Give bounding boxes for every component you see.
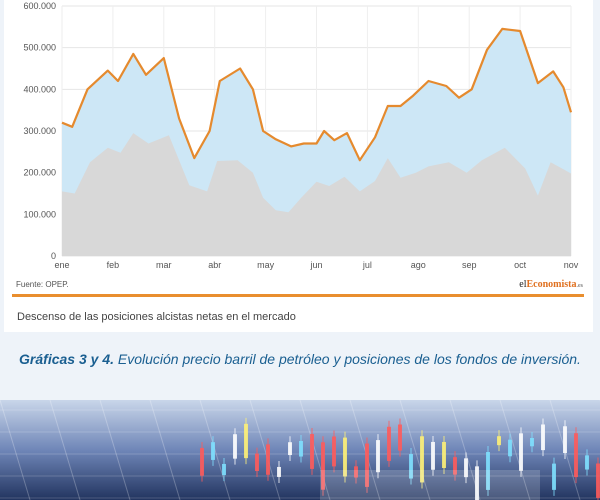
x-tick-label: mar — [156, 260, 172, 270]
chart-card: 0 100.000 200.000 300.000 400.000 500.000 600.… — [4, 0, 593, 332]
decor-candle — [475, 466, 479, 500]
y-tick-label: 600.000 — [23, 1, 56, 11]
caption-text: Evolución precio barril de petróleo y po… — [114, 351, 581, 367]
decor-grid-line — [399, 400, 431, 500]
x-tick-label: abr — [208, 260, 221, 270]
x-tick-label: oct — [514, 260, 527, 270]
decor-candle — [321, 442, 325, 490]
decor-grid-line — [49, 400, 81, 500]
trading-background-image — [0, 400, 600, 500]
divider-rule — [12, 294, 584, 297]
decor-candle — [343, 437, 347, 477]
x-tick-label: jul — [362, 260, 372, 270]
y-axis-ticks: 0 100.000 200.000 300.000 400.000 500.000 600.… — [23, 1, 56, 261]
decor-candle — [530, 437, 534, 447]
decor-candle — [486, 452, 490, 490]
y-tick-label: 0 — [51, 251, 56, 261]
candlestick-decoration — [0, 400, 600, 500]
decor-candle — [563, 426, 567, 454]
brand-tld: .es — [576, 283, 584, 289]
y-tick-label: 100.000 — [23, 209, 56, 219]
series-line — [61, 27, 573, 162]
decor-candle — [310, 434, 314, 469]
decor-grid-line — [99, 400, 131, 500]
x-tick-label: may — [257, 260, 275, 270]
decor-candle — [420, 436, 424, 483]
y-tick-label: 400.000 — [23, 84, 56, 94]
decor-candle — [332, 436, 336, 467]
area-series — [61, 27, 573, 257]
brand-name: Economista — [526, 279, 577, 290]
decor-candle — [233, 434, 237, 459]
x-tick-label: sep — [462, 260, 477, 270]
source-label: Fuente: OPEP. — [16, 280, 69, 289]
decor-candle — [552, 463, 556, 490]
x-tick-label: nov — [564, 260, 579, 270]
decor-candle — [431, 441, 435, 470]
decor-candle — [398, 424, 402, 451]
decor-candle — [519, 433, 523, 471]
series-area-base — [62, 133, 571, 256]
decor-candle — [365, 443, 369, 487]
x-tick-label: ago — [411, 260, 426, 270]
decor-candle — [266, 444, 270, 475]
x-tick-label: jun — [309, 260, 322, 270]
y-tick-label: 200.000 — [23, 168, 56, 178]
chart-subtitle: Descenso de las posiciones alcistas neta… — [17, 311, 296, 323]
decor-candle — [288, 442, 292, 456]
decor-candle — [211, 442, 215, 460]
x-tick-label: feb — [107, 260, 120, 270]
caption-label: Gráficas 3 y 4. — [19, 351, 114, 367]
y-tick-label: 300.000 — [23, 126, 56, 136]
decor-candle — [409, 454, 413, 479]
decor-grid-line — [499, 400, 531, 500]
decor-candle — [200, 448, 204, 476]
decor-candle — [574, 433, 578, 478]
decor-grid-line — [149, 400, 181, 500]
decor-candle — [376, 440, 380, 473]
x-tick-label: ene — [54, 260, 69, 270]
decor-candle — [299, 440, 303, 457]
decor-candle — [585, 455, 589, 470]
decor-candle — [464, 458, 468, 478]
decor-candle — [244, 423, 248, 459]
decor-candle — [222, 463, 226, 476]
decor-candle — [387, 426, 391, 461]
decor-candle — [596, 463, 600, 498]
decor-candle — [277, 466, 281, 477]
decor-grid-line — [249, 400, 281, 500]
decor-candle — [453, 457, 457, 475]
area-chart: 0 100.000 200.000 300.000 400.000 500.000 600.… — [23, 1, 578, 270]
decor-candle — [541, 424, 545, 451]
decor-candle — [508, 439, 512, 457]
decor-glow — [320, 470, 540, 500]
x-axis-ticks: ene feb mar abr may jun jul ago sep oct nov — [54, 260, 578, 270]
decor-candle — [354, 466, 358, 478]
decor-grid-line — [0, 400, 31, 500]
decor-candle — [497, 436, 501, 446]
brand-prefix: el — [519, 279, 527, 290]
brand-logo: elEconomista.es — [519, 279, 583, 290]
decor-candle — [442, 441, 446, 468]
y-tick-label: 500.000 — [23, 43, 56, 53]
decor-candle — [255, 453, 259, 472]
figure-caption: Gráficas 3 y 4. Evolución precio barril … — [0, 350, 600, 368]
